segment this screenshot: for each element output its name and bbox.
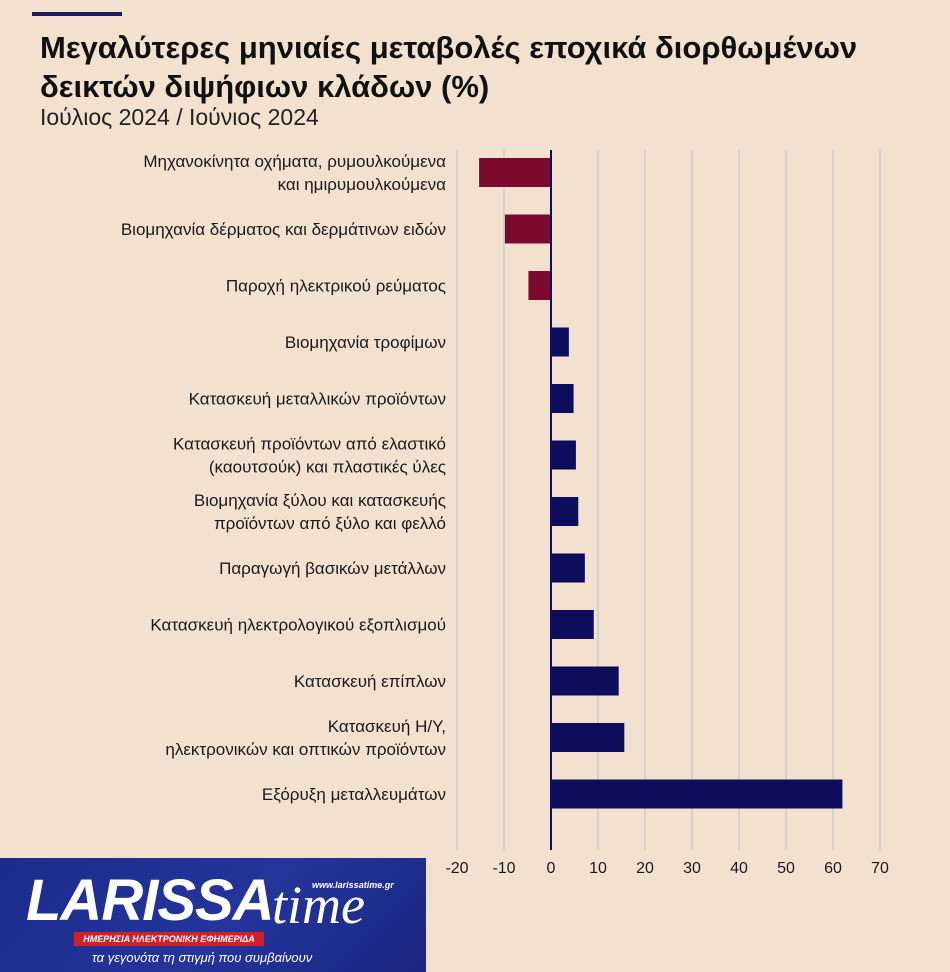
chart-subtitle: Ιούλιος 2024 / Ιούνιος 2024 <box>40 104 319 130</box>
larissatime-logo[interactable]: LARISSA time www.larissatime.gr ΗΜΕΡΗΣΙΑ… <box>0 858 426 972</box>
bar <box>479 158 551 187</box>
x-tick-label: 40 <box>730 860 748 877</box>
x-tick-label: 20 <box>636 860 654 877</box>
bar <box>551 553 585 583</box>
x-tick-label: 0 <box>547 860 556 877</box>
category-label: Κατασκευή επίπλων <box>294 672 446 691</box>
bar <box>551 723 625 752</box>
logo-band: ΗΜΕΡΗΣΙΑ ΗΛΕΚΤΡΟΝΙΚΗ ΕΦΗΜΕΡΙΔΑ <box>74 932 264 946</box>
x-tick-label: 60 <box>824 860 842 877</box>
top-accent-rule <box>32 12 122 16</box>
bar <box>528 271 551 300</box>
category-label: Κατασκευή μεταλλικών προϊόντων <box>189 390 446 409</box>
bar <box>551 497 579 526</box>
category-label: προϊόντων από ξύλο και φελλό <box>214 514 446 533</box>
x-tick-label: -20 <box>445 860 468 877</box>
category-label: Βιομηχανία ξύλου και κατασκευής <box>194 491 446 510</box>
x-tick-label: 30 <box>683 860 701 877</box>
category-label: Εξόρυξη μεταλλευμάτων <box>262 785 446 804</box>
category-label: και ημιρυμουλκούμενα <box>278 175 447 194</box>
category-label: Βιομηχανία τροφίμων <box>285 333 446 352</box>
category-label: ηλεκτρονικών και οπτικών προϊόντων <box>165 740 446 759</box>
bar <box>551 327 569 357</box>
x-tick-label: 50 <box>777 860 795 877</box>
bar <box>551 384 574 413</box>
x-tick-label: 70 <box>871 860 889 877</box>
category-label: Παραγωγή βασικών μετάλλων <box>219 559 446 578</box>
logo-wordmark: LARISSA <box>26 868 275 933</box>
logo-slogan: τα γεγονότα τη στιγμή που συμβαίνουν <box>92 950 313 965</box>
category-label: (καουτσούκ) και πλαστικές ύλες <box>209 458 446 477</box>
category-label: Βιομηχανία δέρματος και δερμάτινων ειδών <box>121 220 446 239</box>
bar <box>504 214 551 244</box>
logo-url: www.larissatime.gr <box>312 880 394 890</box>
category-label: Παροχή ηλεκτρικού ρεύματος <box>226 277 446 296</box>
category-label: Κατασκευή ηλεκτρολογικού εξοπλισμού <box>150 616 446 635</box>
category-label: Μηχανοκίνητα οχήματα, ρυμουλκούμενα <box>143 152 446 171</box>
category-label: Κατασκευή προϊόντων από ελαστικό <box>173 435 446 454</box>
bar <box>551 779 843 809</box>
logo-wordmark-suffix: time <box>272 875 365 935</box>
bar <box>551 666 619 696</box>
chart-title: Μεγαλύτερες μηνιαίες μεταβολές εποχικά δ… <box>40 30 858 104</box>
x-tick-label: 10 <box>589 860 607 877</box>
bar <box>551 440 576 470</box>
x-tick-label: -10 <box>492 860 515 877</box>
category-label: Κατασκευή Η/Υ, <box>328 717 446 736</box>
bar <box>551 610 594 639</box>
